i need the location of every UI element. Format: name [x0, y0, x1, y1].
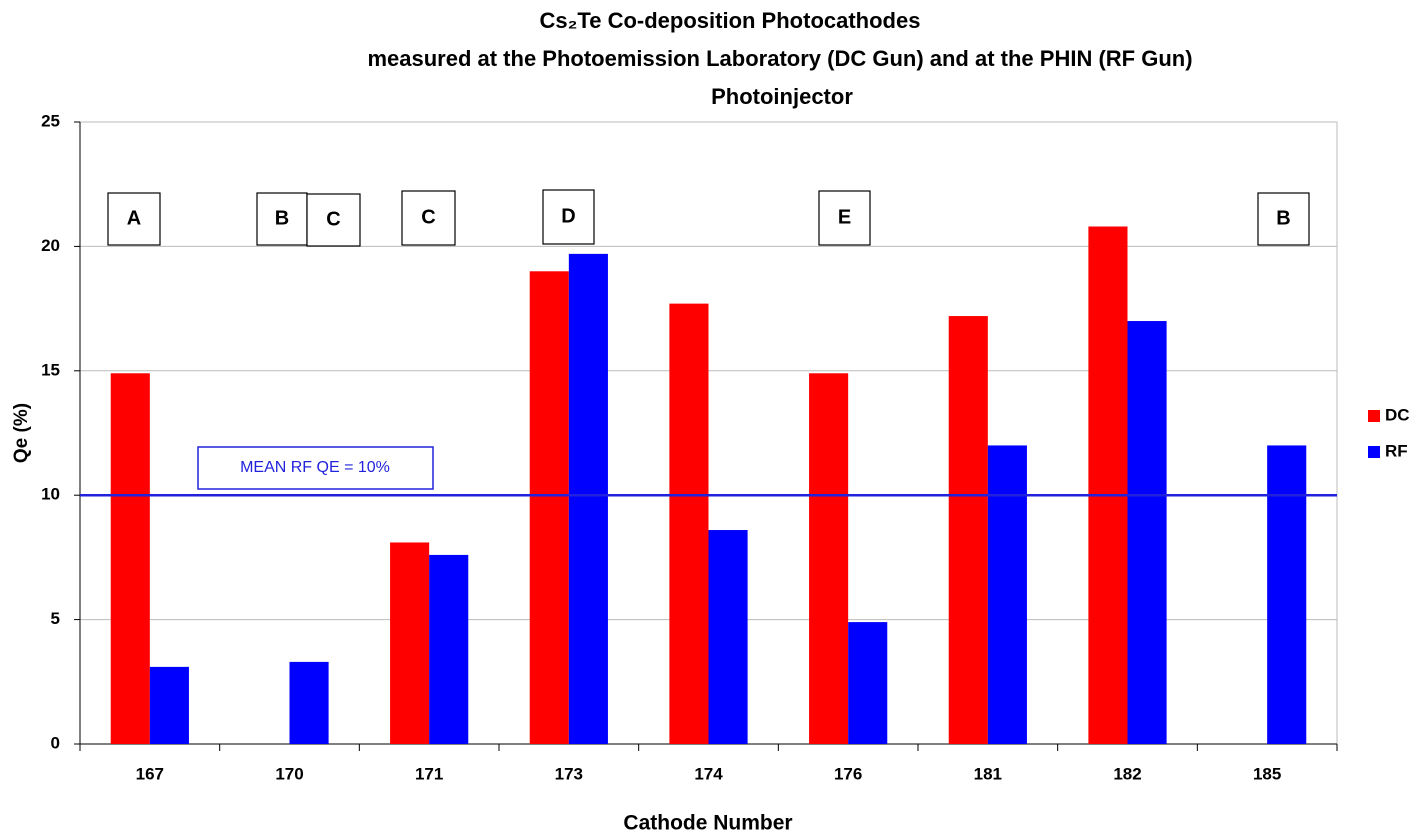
bar — [987, 445, 1027, 744]
annotation-box — [818, 190, 871, 246]
bar — [669, 303, 709, 744]
annotation-box — [256, 192, 308, 246]
chart-title: Cs₂Te Co-deposition Photocathodes — [540, 8, 921, 33]
y-tick-label: 15 — [41, 360, 60, 379]
bar — [848, 622, 888, 744]
reference-label: MEAN RF QE = 10% — [240, 459, 390, 476]
x-tick-label: 167 — [136, 764, 164, 783]
bar — [708, 530, 748, 744]
y-tick-label: 25 — [41, 111, 60, 130]
x-tick-label: 182 — [1113, 764, 1141, 783]
annotation-box — [107, 192, 161, 246]
annotation: C — [326, 208, 340, 230]
annotation: A — [127, 207, 141, 229]
y-axis-label: Qe (%) — [11, 403, 32, 463]
annotation-box — [542, 189, 595, 245]
x-tick-label: 176 — [834, 764, 862, 783]
bar — [390, 542, 430, 744]
bar — [1088, 226, 1128, 745]
bar — [1127, 321, 1167, 744]
y-tick-label: 20 — [41, 236, 60, 255]
x-tick-label: 170 — [275, 764, 303, 783]
y-tick-label: 5 — [51, 609, 60, 628]
annotation-box — [1257, 192, 1310, 246]
y-tick-label: 10 — [41, 485, 60, 504]
bar — [429, 554, 469, 744]
x-tick-label: 173 — [555, 764, 583, 783]
x-axis-label: Cathode Number — [623, 812, 792, 835]
legend-swatch — [1368, 446, 1380, 458]
chart-subtitle: Photoinjector — [711, 84, 853, 109]
bar — [948, 316, 988, 744]
annotation-box — [306, 193, 361, 247]
legend-label: RF — [1385, 441, 1408, 460]
annotation-box — [401, 190, 456, 246]
bar — [529, 271, 569, 744]
x-tick-label: 174 — [694, 764, 723, 783]
annotation: B — [1276, 207, 1290, 229]
bar — [1267, 445, 1307, 744]
x-tick-label: 181 — [974, 764, 1002, 783]
annotation: D — [561, 205, 575, 227]
x-tick-label: 171 — [415, 764, 443, 783]
x-tick-label: 185 — [1253, 764, 1281, 783]
annotation: E — [838, 206, 851, 228]
legend-label: DC — [1385, 405, 1410, 424]
bar — [809, 373, 849, 744]
annotation: B — [275, 207, 289, 229]
chart-subtitle: measured at the Photoemission Laboratory… — [367, 46, 1192, 71]
bar — [149, 666, 189, 744]
reference-label-box — [197, 446, 434, 490]
bar — [110, 373, 150, 744]
y-tick-label: 0 — [51, 733, 60, 752]
legend-swatch — [1368, 410, 1380, 422]
bar — [289, 661, 329, 744]
bar — [568, 253, 608, 744]
annotation: C — [421, 206, 435, 228]
